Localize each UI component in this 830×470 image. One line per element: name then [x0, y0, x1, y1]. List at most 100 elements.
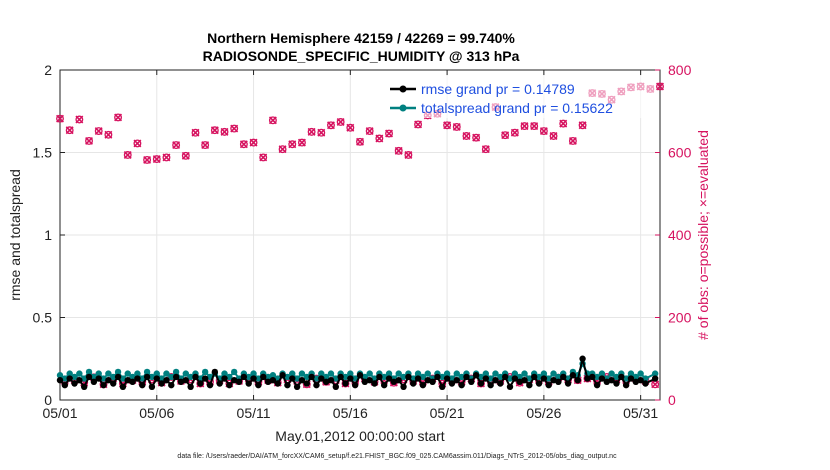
totalspread-point	[555, 373, 562, 381]
legend-rmse-label: rmse grand pr = 0.14789	[421, 81, 575, 97]
obs-evaluated-marker	[394, 146, 403, 155]
totalspread-point	[250, 370, 257, 377]
rmse-point	[139, 381, 146, 389]
obs-evaluated-marker	[104, 130, 113, 139]
rmse-point	[477, 380, 485, 387]
rmse-point	[550, 377, 557, 384]
obs-possible-marker	[259, 153, 268, 162]
obs-possible-marker	[385, 129, 393, 138]
rmse-point	[337, 373, 344, 381]
rmse-point	[380, 381, 388, 389]
rmse-point	[318, 375, 325, 382]
obs-possible-marker	[520, 122, 529, 131]
rmse-point	[66, 375, 73, 382]
rmse-point	[613, 380, 620, 387]
rmse-point	[468, 378, 475, 386]
obs-evaluated-marker	[656, 82, 664, 91]
rmse-point	[642, 380, 649, 387]
obs-possible-marker	[341, 379, 350, 388]
chart-title-line1: Northern Hemisphere 42159 / 42269 = 99.7…	[207, 30, 515, 46]
obs-possible-marker	[414, 120, 423, 129]
rmse-point	[240, 373, 248, 381]
totalspread-point	[492, 370, 499, 377]
footer-data-file: data file: /Users/raeder/DAI/ATM_forcXX/…	[177, 453, 617, 460]
x-tick-label: 05/21	[430, 405, 465, 421]
obs-possible-marker	[656, 82, 664, 91]
totalspread-point	[119, 375, 127, 382]
x-tick-label: 05/31	[623, 405, 658, 421]
rmse-point	[414, 375, 422, 382]
rmse-point	[395, 377, 402, 384]
rmse-point	[506, 383, 514, 390]
obs-possible-marker	[143, 155, 152, 164]
rmse-point	[458, 381, 465, 389]
rmse-series	[56, 355, 659, 390]
totalspread-point	[637, 370, 644, 377]
rmse-point	[589, 373, 596, 381]
obs-evaluated-marker	[452, 122, 461, 131]
totalspread-point	[622, 375, 630, 382]
totalspread-point	[255, 375, 262, 382]
rmse-point	[564, 380, 572, 387]
totalspread-point	[124, 370, 131, 377]
totalspread-point	[458, 373, 465, 381]
rmse-point	[187, 383, 194, 390]
obs-possible-marker	[481, 145, 490, 154]
obs-possible-marker	[346, 123, 355, 132]
rmse-point	[85, 373, 93, 381]
obs-evaluated-marker	[85, 136, 93, 145]
obs-possible-marker	[472, 133, 481, 142]
obs-possible-marker	[172, 141, 181, 150]
obs-evaluated-marker	[75, 115, 84, 124]
totalspread-point	[511, 370, 519, 377]
obs-possible-marker	[152, 155, 161, 164]
obs-possible-marker	[133, 139, 142, 148]
totalspread-point	[293, 375, 301, 382]
obs-possible-marker	[549, 132, 558, 140]
rmse-point	[124, 377, 131, 384]
rmse-point	[245, 380, 252, 387]
rmse-point	[322, 378, 330, 386]
totalspread-point	[298, 370, 306, 377]
rmse-point	[255, 381, 262, 389]
rmse-point	[574, 377, 581, 384]
obs-evaluated-marker	[501, 131, 510, 140]
totalspread-point	[143, 368, 151, 376]
obs-evaluated-marker	[268, 116, 277, 125]
totalspread-point	[516, 373, 523, 381]
obs-possible-marker	[539, 127, 548, 135]
obs-possible-marker	[327, 121, 335, 130]
obs-evaluated-marker	[201, 141, 210, 150]
totalspread-point	[632, 373, 640, 381]
rmse-point	[95, 375, 102, 382]
rmse-point	[579, 355, 586, 362]
totalspread-point	[521, 370, 528, 377]
y-right-tick-label: 0	[668, 392, 676, 408]
x-tick-label: 05/06	[139, 405, 174, 421]
obs-evaluated-marker	[510, 128, 519, 137]
totalspread-point	[289, 370, 296, 377]
rmse-point	[347, 375, 354, 382]
obs-evaluated-marker	[133, 139, 142, 148]
totalspread-point	[366, 370, 373, 377]
rmse-point	[603, 378, 610, 386]
totalspread-point	[85, 368, 93, 376]
y-left-tick-label: 2	[44, 62, 52, 78]
rmse-point	[371, 380, 378, 387]
legend-totalspread-label: totalspread grand pr = 0.15622	[421, 100, 613, 116]
obs-evaluated-marker	[114, 113, 123, 122]
x-axis-ticks: 05/01 05/06 05/11 05/16 05/21 05/26 05/31	[42, 70, 658, 421]
rmse-point	[405, 373, 412, 381]
y-right-tick-label: 800	[668, 62, 692, 78]
totalspread-point	[153, 370, 160, 377]
rmse-point	[327, 377, 335, 384]
rmse-point	[168, 381, 175, 389]
obs-evaluated-marker	[56, 114, 64, 123]
totalspread-point	[439, 373, 446, 381]
rmse-point	[560, 373, 567, 381]
obs-evaluated-marker	[230, 124, 239, 133]
totalspread-point	[487, 375, 494, 382]
totalspread-point	[182, 370, 190, 377]
rmse-point	[453, 377, 460, 384]
obs-possible-marker	[365, 127, 374, 135]
